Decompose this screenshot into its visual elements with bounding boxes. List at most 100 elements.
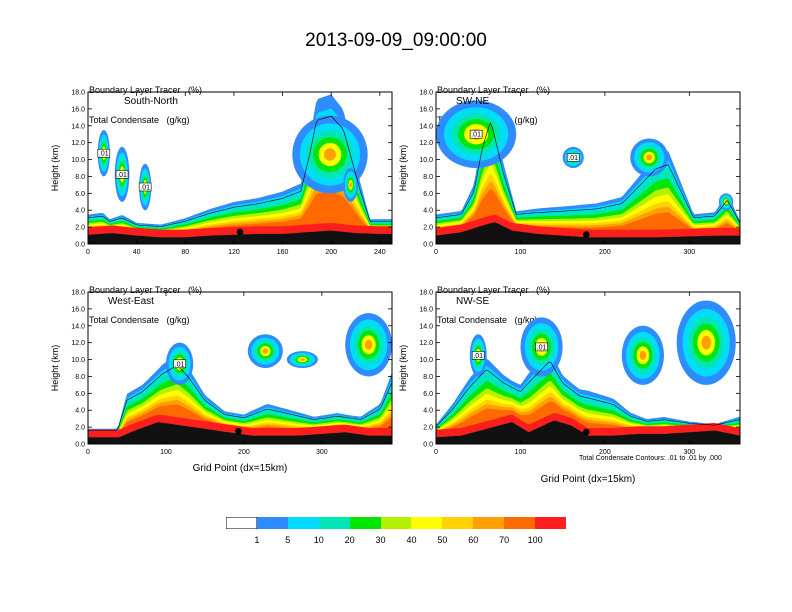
contour-label: .01 xyxy=(471,351,485,360)
y-tick-label: 0.0 xyxy=(75,242,85,249)
panel-4-header-line1: Boundary Layer Tracer (%) xyxy=(437,285,551,295)
location-marker xyxy=(583,428,590,436)
plume-ring xyxy=(349,182,352,188)
colorbar-swatch xyxy=(473,517,505,529)
x-tick-label: 200 xyxy=(238,449,250,456)
contour-label: .01 xyxy=(469,129,483,139)
y-tick-label: 2.0 xyxy=(423,225,433,232)
contour-note: Total Condensate Contours: .01 to .01 by… xyxy=(579,455,722,462)
condensate-contour xyxy=(88,365,392,431)
plume-ring xyxy=(701,335,711,350)
svg-text:.01: .01 xyxy=(140,185,150,192)
y-tick-label: 10.0 xyxy=(419,157,433,164)
condensate-contour xyxy=(436,361,740,427)
y-tick-label: 12.0 xyxy=(71,340,85,347)
svg-text:.01: .01 xyxy=(117,172,127,179)
svg-text:.01: .01 xyxy=(175,361,185,368)
colorbar-label: 1 xyxy=(254,535,260,545)
y-tick-label: 2.0 xyxy=(75,225,85,232)
colorbar-label: 70 xyxy=(499,535,510,545)
x-tick-label: 0 xyxy=(86,449,90,456)
x-tick-label: 200 xyxy=(599,449,611,456)
x-tick-label: 200 xyxy=(599,249,611,256)
x-tick-label: 300 xyxy=(683,449,695,456)
colorbar-label: 40 xyxy=(406,535,417,545)
plume-ring xyxy=(323,148,337,161)
y-tick-label: 16.0 xyxy=(71,106,85,113)
y-tick-label: 8.0 xyxy=(75,174,85,181)
plot-frame xyxy=(435,291,741,445)
chart-south-north: .01 .01 .01 0.0 2.0 4.0 6.0 8.0 10.0 12.0 14.0 16.0… xyxy=(50,90,393,256)
y-tick-label: 16.0 xyxy=(419,106,433,113)
colorbar-swatch xyxy=(318,517,351,529)
y-tick-label: 6.0 xyxy=(75,391,85,398)
tracer-core xyxy=(88,414,392,438)
colorbar-label: 50 xyxy=(437,535,448,545)
colorbar-label: 10 xyxy=(313,535,324,545)
colorbar-swatch xyxy=(504,517,536,529)
x-tick-label: 100 xyxy=(515,249,527,256)
colorbar-swatch xyxy=(349,517,382,529)
panel-4-header: Boundary Layer Tracer (%) Total Condensa… xyxy=(437,265,550,335)
x-axis-label-right: Grid Point (dx=15km) xyxy=(540,474,636,485)
panel-3-header: Boundary Layer Tracer (%) Total Condensa… xyxy=(89,265,202,335)
x-tick-label: 40 xyxy=(133,249,141,256)
svg-text:.01: .01 xyxy=(473,353,483,360)
x-tick-label: 0 xyxy=(86,249,90,256)
heatmap-field xyxy=(88,94,392,244)
figure-title: 2013-09-09_09:00:00 xyxy=(305,30,487,51)
y-tick-label: 8.0 xyxy=(423,374,433,381)
panel-4-header-line2: Total Condensate (g/kg) xyxy=(437,315,538,325)
x-tick-label: 0 xyxy=(434,249,438,256)
colorbar-swatch xyxy=(256,517,289,529)
y-tick-label: 0.0 xyxy=(423,242,433,249)
y-tick-label: 8.0 xyxy=(75,374,85,381)
panel-3-header-line2: Total Condensate (g/kg) xyxy=(89,315,190,325)
y-tick-label: 4.0 xyxy=(423,208,433,215)
plume-ring xyxy=(364,339,373,350)
contour-label: .01 xyxy=(138,182,152,192)
y-tick-label: 16.0 xyxy=(71,306,85,313)
y-tick-label: 18.0 xyxy=(71,290,85,297)
heatmap-field xyxy=(436,100,740,244)
tracer-band xyxy=(436,401,740,438)
panel-1-header-line2: Total Condensate (g/kg) xyxy=(89,115,190,125)
y-tick-label: 12.0 xyxy=(419,340,433,347)
y-tick-label: 14.0 xyxy=(71,123,85,130)
tracer-core xyxy=(436,413,740,438)
panel-1-header: Boundary Layer Tracer (%) Total Condensa… xyxy=(89,65,202,135)
terrain xyxy=(436,420,740,444)
y-tick-label: 2.0 xyxy=(75,425,85,432)
colorbar-swatch xyxy=(442,517,474,529)
tracer-core xyxy=(436,214,740,238)
location-marker xyxy=(583,231,590,238)
plume-ring xyxy=(646,154,653,161)
panel-name: SW-NE xyxy=(456,96,489,107)
tracer-band xyxy=(88,404,392,438)
condensate-contour xyxy=(436,121,740,224)
y-tick-label: 18.0 xyxy=(71,90,85,97)
contour-label: .01 xyxy=(566,153,580,162)
colorbar-swatch xyxy=(287,517,320,529)
colorbar-label: 30 xyxy=(375,535,386,545)
panel-2-header-line1: Boundary Layer Tracer (%) xyxy=(437,85,551,95)
panel-name: South-North xyxy=(124,96,178,107)
contour-label: .01 xyxy=(535,342,548,351)
panel-1-header-line1: Boundary Layer Tracer (%) xyxy=(89,85,203,95)
y-tick-label: 0.0 xyxy=(423,442,433,449)
y-tick-label: 10.0 xyxy=(71,357,85,364)
terrain xyxy=(436,222,740,244)
contour-label: .01 xyxy=(97,148,111,158)
plume-ring xyxy=(299,358,305,361)
plume-ring xyxy=(639,350,647,361)
y-axis-label: Height (km) xyxy=(50,345,60,392)
y-tick-label: 14.0 xyxy=(71,323,85,330)
chart-nw-se: .01 .01 0.0 2.0 4.0 6.0 8.0 10.0 12.0 14.0 16.0 18.… xyxy=(398,290,741,456)
chart-sw-ne: .01 .01 0.0 2.0 4.0 6.0 8.0 10.0 12.0 14.0 16.0 18.… xyxy=(398,90,741,256)
x-tick-label: 160 xyxy=(277,249,289,256)
plot-frame xyxy=(435,91,741,245)
colorbar xyxy=(226,517,567,529)
location-marker xyxy=(236,228,244,236)
panel-name: NW-SE xyxy=(456,296,489,307)
contour-label: .01 xyxy=(115,170,129,179)
